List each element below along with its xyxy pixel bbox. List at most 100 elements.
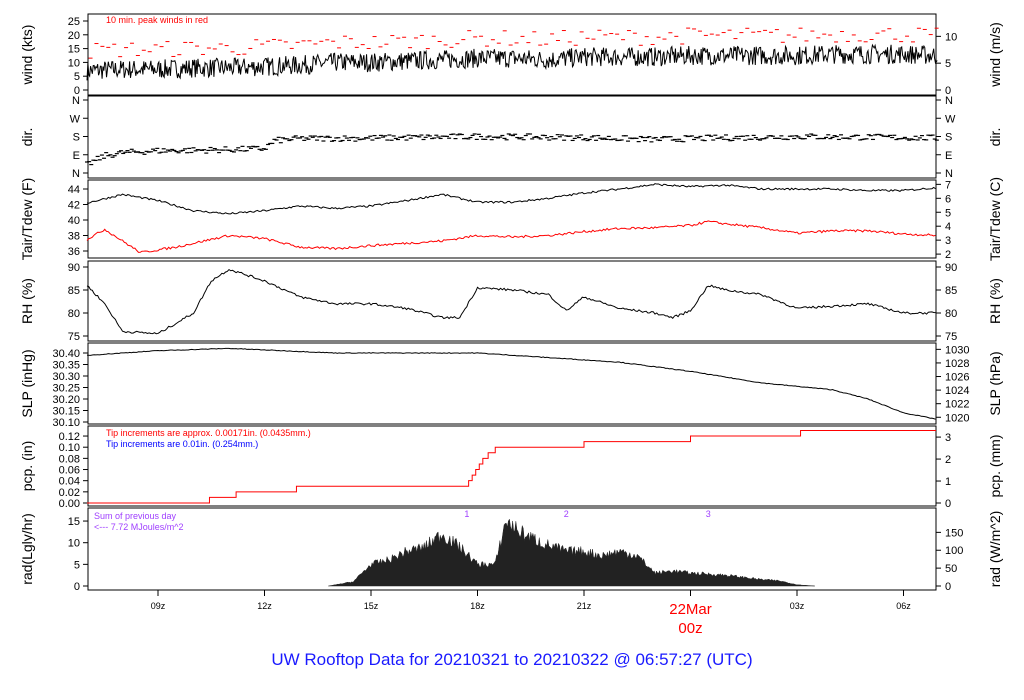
x-tick-label: 12z [257, 601, 272, 611]
y-tick-label-right: 10 [945, 31, 957, 43]
y-tick-label: 30.30 [52, 371, 80, 383]
y-tick-label: 90 [68, 262, 80, 274]
y-tick-label: 20 [68, 30, 80, 42]
rad-annotation: <--- 7.72 MJoules/m^2 [94, 522, 184, 532]
y-tick-label: 0.08 [59, 453, 80, 465]
y-tick-label-right: 3 [945, 432, 951, 444]
x-tick-label: 21z [577, 601, 592, 611]
y-tick-label-right: 1026 [945, 372, 969, 384]
y-tick-label: 30.15 [52, 406, 80, 418]
slp-ylabel: SLP (inHg) [19, 349, 35, 417]
y-tick-label-right: 2 [945, 454, 951, 466]
temp-panel-frame [87, 179, 937, 259]
y-tick-label: 30.20 [52, 394, 80, 406]
pcp-panel-frame [87, 425, 937, 507]
pcp-ylabel: pcp. (in) [19, 441, 35, 492]
y-tick-label: 0 [74, 85, 80, 97]
y-tick-label: 30.25 [52, 383, 80, 395]
y-tick-label: S [73, 132, 80, 144]
y-tick-label: 0 [74, 581, 80, 593]
y-tick-label: 0.12 [59, 431, 80, 443]
y-tick-label: 5 [74, 71, 80, 83]
y-tick-label: 30.35 [52, 360, 80, 372]
y-tick-label: 80 [68, 308, 80, 320]
y-tick-label-right: 0 [945, 581, 951, 593]
y-tick-label-right: 0 [945, 498, 951, 510]
y-tick-label: 10 [68, 538, 80, 550]
y-tick-label: 15 [68, 44, 80, 56]
dir-ylabel-right: dir. [987, 128, 1003, 147]
y-tick-label-right: 1024 [945, 385, 969, 397]
y-tick-label-right: N [945, 168, 953, 180]
slp-panel-frame [87, 342, 937, 425]
y-tick-label: 75 [68, 331, 80, 343]
y-tick-label-right: 50 [945, 563, 957, 575]
dir-ylabel: dir. [19, 128, 35, 147]
y-tick-label-right: 5 [945, 58, 951, 70]
y-tick-label: 30.40 [52, 348, 80, 360]
y-tick-label-right: 2 [945, 249, 951, 261]
rad-marker: 3 [706, 509, 711, 519]
x-tick-label: 00z [678, 620, 702, 637]
pcp-annotation: Tip increments are approx. 0.00171in. (0… [106, 428, 311, 438]
rad-ylabel-right: rad (W/m^2) [987, 511, 1003, 588]
slp-ylabel-right: SLP (hPa) [987, 351, 1003, 415]
y-tick-label-right: 80 [945, 308, 957, 320]
rad-annotation: Sum of previous day [94, 511, 177, 521]
y-tick-label: 38 [68, 231, 80, 243]
y-tick-label-right: 0 [945, 85, 951, 97]
wind-panel-frame [87, 13, 937, 96]
x-tick-label: 18z [470, 601, 485, 611]
y-tick-label: 36 [68, 246, 80, 258]
tair-series [86, 183, 936, 215]
y-tick-label: 15 [68, 516, 80, 528]
y-tick-label-right: 1020 [945, 412, 969, 424]
y-tick-label-right: 75 [945, 331, 957, 343]
y-tick-label: E [73, 150, 80, 162]
y-tick-label: 5 [74, 559, 80, 571]
pcp-annotation: Tip increments are 0.01in. (0.254mm.) [106, 439, 258, 449]
rad-marker: 1 [464, 509, 469, 519]
y-tick-label-right: N [945, 95, 953, 107]
y-tick-label-right: 150 [945, 527, 963, 539]
rad-series [328, 518, 815, 587]
y-tick-label: 25 [68, 16, 80, 28]
y-tick-label: 44 [68, 184, 80, 196]
y-tick-label-right: 1022 [945, 399, 969, 411]
y-tick-label: 30.10 [52, 417, 80, 429]
rad-panel-frame [87, 507, 937, 591]
wind-series [86, 43, 938, 81]
chart-title: UW Rooftop Data for 20210321 to 20210322… [271, 650, 753, 669]
y-tick-label-right: 1030 [945, 344, 969, 356]
x-tick-label: 03z [790, 601, 805, 611]
y-tick-label-right: 90 [945, 262, 957, 274]
pcp-series [87, 429, 936, 504]
rad-ylabel: rad(Lgly/hr) [19, 513, 35, 585]
pcp-ylabel-right: pcp. (mm) [987, 435, 1003, 498]
tdew-series [86, 220, 936, 253]
y-tick-label-right: 6 [945, 193, 951, 205]
rad-marker: 2 [564, 509, 569, 519]
temp-ylabel-right: Tair/Tdew (C) [987, 177, 1003, 261]
y-tick-label-right: E [945, 150, 952, 162]
rh-ylabel: RH (%) [19, 278, 35, 324]
temp-ylabel: Tair/Tdew (F) [19, 178, 35, 260]
x-tick-label: 22Mar [669, 601, 712, 618]
y-tick-label-right: 4 [945, 221, 951, 233]
x-tick-label: 09z [151, 601, 166, 611]
y-tick-label: 0.06 [59, 465, 80, 477]
rh-ylabel-right: RH (%) [987, 278, 1003, 324]
y-tick-label-right: 7 [945, 179, 951, 191]
wind-ylabel: wind (kts) [19, 25, 35, 86]
y-tick-label: 42 [68, 200, 80, 212]
y-tick-label-right: 3 [945, 235, 951, 247]
wind-ylabel-right: wind (m/s) [987, 22, 1003, 88]
y-tick-label: W [70, 113, 81, 125]
y-tick-label-right: 85 [945, 285, 957, 297]
slp-series [86, 347, 936, 420]
y-tick-label-right: 5 [945, 207, 951, 219]
x-tick-label: 15z [364, 601, 379, 611]
y-tick-label: 40 [68, 215, 80, 227]
y-tick-label-right: W [945, 113, 956, 125]
y-tick-label-right: 100 [945, 545, 963, 557]
